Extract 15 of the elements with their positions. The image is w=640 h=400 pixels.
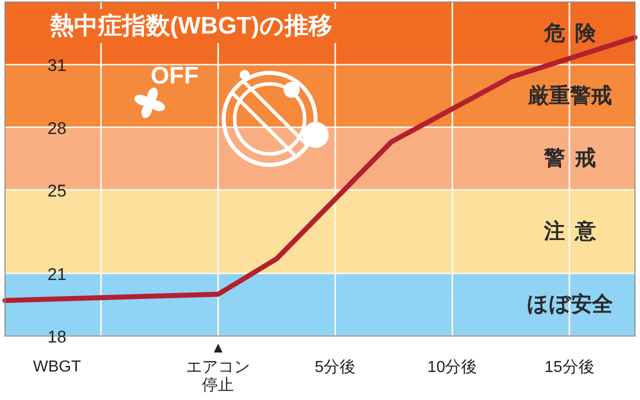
x-tick-label: 5分後 xyxy=(314,358,356,376)
band-label: 警戒 xyxy=(543,147,606,170)
band-label: 注意 xyxy=(543,219,606,244)
annotation: OFF xyxy=(150,62,199,90)
x-tick-label: エアコン停止 xyxy=(186,358,250,394)
x-tick-label: 10分後 xyxy=(427,358,478,376)
x-tick-label: 15分後 xyxy=(544,358,594,376)
annotation: ▲ xyxy=(210,340,226,356)
y-tick-label: 18 xyxy=(48,328,66,346)
text: WBGT xyxy=(33,358,82,376)
band-label: 危険 xyxy=(543,22,606,45)
y-tick-label: 28 xyxy=(48,118,66,138)
y-tick-label: 21 xyxy=(48,264,66,284)
y-tick-label: 25 xyxy=(48,181,66,200)
chart-title: 熱中症指数(WBGT)の推移 xyxy=(49,12,332,40)
